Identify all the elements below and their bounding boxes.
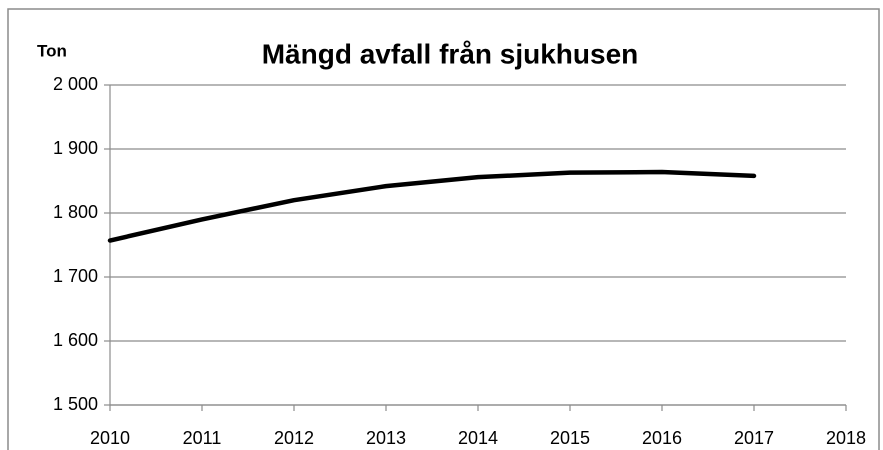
y-tick-label: 1 900 (53, 138, 98, 158)
x-tick-label: 2016 (642, 428, 682, 448)
y-tick-label: 1 500 (53, 394, 98, 414)
x-tick-label: 2013 (366, 428, 406, 448)
y-tick-label: 1 600 (53, 330, 98, 350)
x-tick-label: 2012 (274, 428, 314, 448)
x-tick-label: 2010 (90, 428, 130, 448)
x-tick-label: 2018 (826, 428, 866, 448)
y-tick-label: 1 700 (53, 266, 98, 286)
y-tick-label: 2 000 (53, 74, 98, 94)
y-tick-label: 1 800 (53, 202, 98, 222)
x-tick-label: 2015 (550, 428, 590, 448)
x-tick-label: 2014 (458, 428, 498, 448)
x-tick-label: 2017 (734, 428, 774, 448)
line-series (107, 169, 757, 243)
x-tick-label: 2011 (183, 428, 222, 448)
y-axis-label: Ton (37, 41, 67, 60)
chart-frame (7, 8, 880, 450)
chart-title: Mängd avfall från sjukhusen (262, 38, 639, 69)
